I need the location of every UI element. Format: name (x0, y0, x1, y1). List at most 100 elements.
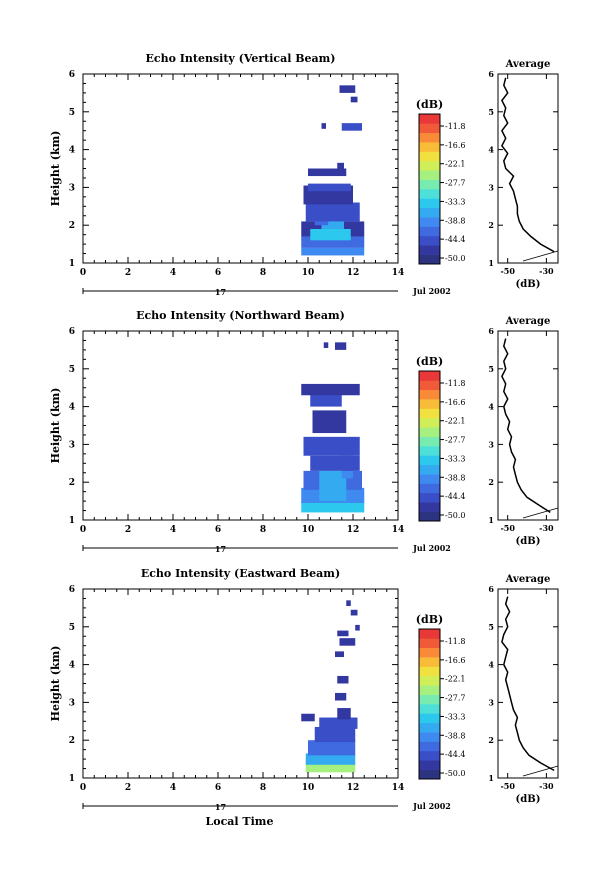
colorbar-tick-label: -33.3 (445, 712, 466, 721)
heatmap-cell (303, 436, 360, 456)
colorbar-tick-label: -27.7 (445, 179, 466, 188)
colorbar-step (419, 179, 440, 190)
average-x-label: (dB) (516, 536, 541, 547)
average-y-tick-label: 1 (488, 258, 494, 268)
x-tick-label: 8 (260, 525, 266, 535)
y-tick-label: 5 (69, 365, 75, 375)
average-profile-line (501, 77, 555, 253)
heatmap-cell (335, 342, 347, 350)
y-tick-label: 6 (69, 70, 75, 80)
colorbar-frame (418, 113, 441, 265)
colorbar-step (419, 217, 440, 227)
colorbar-step (419, 198, 440, 209)
colorbar-step (419, 408, 440, 419)
x-tick-label: 2 (125, 525, 131, 535)
heatmap-cell (308, 168, 347, 177)
colorbar-step (419, 189, 440, 199)
panel-3: Echo Intensity (Eastward Beam)0 2 4 6 8 10 12 1… (49, 567, 559, 828)
colorbar-tick-label: -22.1 (445, 417, 466, 426)
heatmap-cell (350, 609, 358, 616)
x-tick-label: 14 (392, 525, 405, 535)
y-tick-label: 6 (69, 327, 75, 337)
y-tick-label: 1 (69, 774, 75, 784)
heatmap-cell (346, 600, 351, 607)
y-axis-label: Height (km) (49, 646, 62, 722)
heatmap-cell (319, 717, 358, 729)
y-tick-label: 3 (69, 440, 75, 450)
colorbar-step (419, 226, 440, 237)
date-label: 17 (215, 544, 226, 554)
colorbar-step (419, 132, 440, 143)
average-y-tick-label: 4 (488, 402, 494, 412)
average-x-tick-label: -30 (539, 266, 554, 276)
colorbar-tick-label: -44.4 (445, 750, 466, 759)
date-month-label: Jul 2002 (412, 801, 451, 811)
average-y-tick-label: 2 (488, 735, 494, 745)
heatmap-cell (339, 85, 356, 93)
heatmap-cell (335, 651, 344, 658)
colorbar-step (419, 685, 440, 695)
colorbar-step (419, 629, 440, 639)
heatmap-cell (301, 501, 365, 513)
average-x-tick-label: -50 (500, 523, 515, 533)
y-tick-label: 2 (69, 736, 75, 746)
average-reference-line (522, 765, 559, 777)
y-tick-label: 3 (69, 698, 75, 708)
y-tick-label: 5 (69, 108, 75, 118)
average-title: Average (505, 574, 551, 585)
colorbar-tick-label: -16.6 (445, 398, 466, 407)
colorbar-tick-label: -22.1 (445, 675, 466, 684)
colorbar-frame (418, 628, 441, 780)
heatmap-cell (337, 708, 351, 720)
x-tick-label: 0 (80, 268, 86, 278)
colorbar-tick-label: -38.8 (445, 216, 466, 225)
colorbar-step (419, 389, 440, 400)
colorbar-tick-label: -50.0 (445, 769, 466, 778)
colorbar-tick-label: -27.7 (445, 436, 466, 445)
average-x-tick-label: -30 (539, 523, 554, 533)
y-tick-label: 2 (69, 221, 75, 231)
colorbar-step (419, 675, 440, 686)
x-tick-label: 4 (170, 268, 176, 278)
colorbar-step (419, 483, 440, 494)
average-x-tick-label: -50 (500, 781, 515, 791)
panel-2: Echo Intensity (Northward Beam)0 2 4 6 8 10 12… (49, 309, 559, 554)
colorbar-step (419, 713, 440, 724)
date-month-label: Jul 2002 (412, 286, 451, 296)
heatmap-cell (337, 162, 344, 171)
colorbar-step (419, 455, 440, 466)
colorbar-step (419, 722, 440, 733)
colorbar-step (419, 474, 440, 484)
heatmap-cell (305, 762, 356, 773)
colorbar-step (419, 235, 440, 246)
colorbar-step (419, 647, 440, 658)
x-tick-label: 0 (80, 783, 86, 793)
colorbar-unit: (dB) (416, 613, 443, 626)
x-tick-label: 6 (215, 525, 221, 535)
y-axis-label: Height (km) (49, 131, 62, 207)
x-tick-label: 2 (125, 268, 131, 278)
average-y-tick-label: 6 (488, 69, 494, 79)
colorbar-step (419, 694, 440, 705)
y-tick-label: 6 (69, 585, 75, 595)
panel-title: Echo Intensity (Northward Beam) (136, 309, 345, 322)
colorbar-step (419, 427, 440, 437)
panel-title: Echo Intensity (Eastward Beam) (141, 567, 340, 580)
heatmap-cell (335, 692, 347, 701)
y-tick-label: 1 (69, 259, 75, 269)
average-y-tick-label: 2 (488, 477, 494, 487)
y-tick-label: 4 (69, 146, 75, 156)
x-tick-label: 8 (260, 268, 266, 278)
average-x-label: (dB) (516, 279, 541, 290)
y-tick-label: 5 (69, 623, 75, 633)
colorbar-tick-label: -44.4 (445, 492, 466, 501)
colorbar-tick-label: -44.4 (445, 235, 466, 244)
colorbar-step (419, 502, 440, 512)
average-reference-line (522, 507, 559, 519)
date-label: 17 (215, 287, 226, 297)
x-tick-label: 4 (170, 525, 176, 535)
heatmap-cell (337, 630, 349, 637)
average-y-tick-label: 1 (488, 773, 494, 783)
x-tick-label: 10 (302, 268, 315, 278)
